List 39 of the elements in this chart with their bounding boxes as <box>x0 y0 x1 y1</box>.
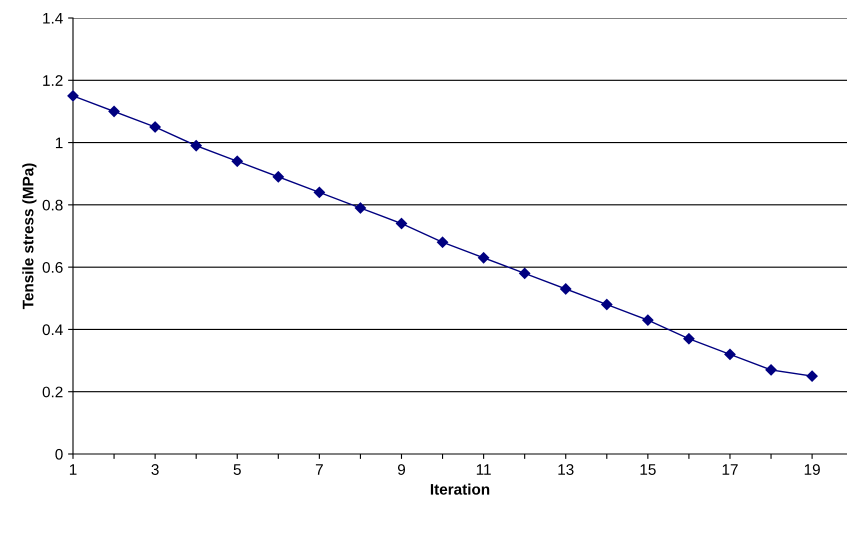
point <box>354 202 366 214</box>
x-tick-label: 3 <box>151 464 159 475</box>
x-tick-label: 1 <box>70 464 77 475</box>
point <box>478 252 490 264</box>
point <box>806 370 818 382</box>
x-tick-label: 15 <box>640 464 656 475</box>
y-tick-label: 1 <box>56 138 63 148</box>
point <box>314 186 325 198</box>
y-tick-label: 0.4 <box>42 324 63 336</box>
x-tick-label: 19 <box>804 464 820 475</box>
point <box>724 348 736 360</box>
point <box>765 364 777 376</box>
y-axis-title: Tensile stress (MPa) <box>22 163 36 310</box>
x-tick-label: 11 <box>476 464 491 475</box>
x-tick-label: 13 <box>558 464 574 475</box>
point <box>67 90 79 102</box>
point <box>108 106 120 118</box>
point <box>519 268 530 279</box>
point <box>601 298 612 310</box>
y-tick-label: 0 <box>55 448 63 460</box>
y-tick-label: 0.6 <box>42 262 63 273</box>
y-tick-label: 0.2 <box>42 386 63 398</box>
point <box>642 314 654 326</box>
point <box>560 283 572 295</box>
point <box>396 218 408 230</box>
y-tick-label: 0.8 <box>42 200 63 211</box>
x-tick-label: 9 <box>398 464 406 475</box>
point <box>150 121 161 133</box>
x-axis-title: Iteration <box>430 484 490 495</box>
x-tick-label: 5 <box>234 464 241 475</box>
point <box>683 333 695 344</box>
y-tick-label: 1.4 <box>43 13 63 24</box>
x-tick-label: 17 <box>722 464 738 475</box>
point <box>436 236 448 248</box>
x-tick-label: 7 <box>316 464 323 475</box>
y-tick-label: 1.2 <box>43 75 63 86</box>
point <box>272 171 284 182</box>
point <box>190 140 202 152</box>
point <box>232 156 243 167</box>
